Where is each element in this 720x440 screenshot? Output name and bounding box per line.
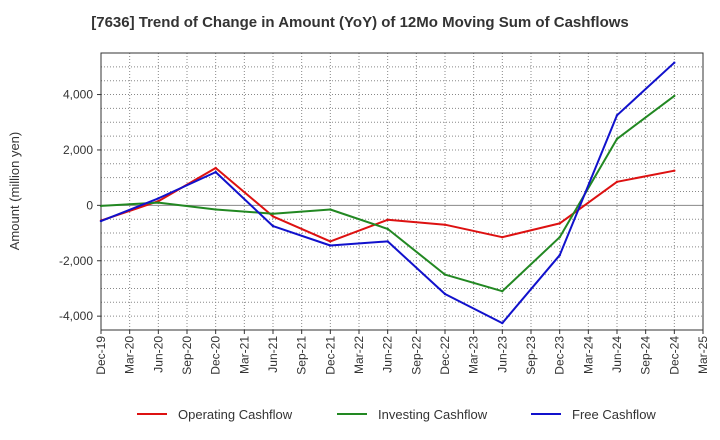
data-point-free-cashflow	[615, 114, 619, 117]
x-tick-label: Jun-20	[151, 336, 165, 373]
x-tick-label: Mar-21	[237, 336, 251, 374]
series-lines	[99, 61, 676, 325]
x-tick-label: Sep-23	[524, 336, 538, 375]
data-point-free-cashflow	[443, 292, 447, 296]
data-point-investing-cashflow	[157, 201, 160, 204]
legend-item-operating-cashflow: Operating Cashflow	[137, 407, 293, 422]
data-point-investing-cashflow	[329, 208, 332, 211]
chart-title: [7636] Trend of Change in Amount (YoY) o…	[91, 14, 629, 31]
x-tick-label: Mar-23	[467, 336, 481, 374]
x-tick-label: Dec-20	[209, 336, 223, 375]
data-point-operating-cashflow	[615, 180, 619, 183]
data-point-free-cashflow	[271, 224, 275, 228]
x-tick-label: Sep-24	[639, 336, 653, 375]
x-tick-label: Jun-21	[266, 336, 280, 373]
x-tick-label: Dec-22	[438, 336, 452, 375]
x-tick-label: Sep-22	[409, 336, 423, 375]
data-point-operating-cashflow	[386, 218, 389, 221]
data-point-free-cashflow	[386, 240, 389, 243]
data-point-operating-cashflow	[214, 166, 217, 170]
data-point-operating-cashflow	[558, 222, 561, 225]
data-point-free-cashflow	[501, 321, 504, 325]
data-point-free-cashflow	[157, 197, 160, 200]
data-point-free-cashflow	[673, 61, 676, 64]
data-point-free-cashflow	[99, 219, 103, 223]
data-point-operating-cashflow	[501, 236, 504, 239]
x-axis-ticks: Dec-19 Mar-20 Jun-20 Sep-20 Dec-20 Mar-21 Jun-…	[94, 330, 710, 375]
x-tick-label: Jun-23	[495, 336, 509, 373]
data-point-investing-cashflow	[615, 137, 619, 141]
data-point-operating-cashflow	[443, 223, 447, 226]
data-point-investing-cashflow	[271, 212, 275, 215]
y-tick-label: 4,000	[63, 88, 93, 102]
data-point-free-cashflow	[558, 254, 561, 257]
x-tick-label: Sep-21	[295, 336, 309, 375]
data-point-investing-cashflow	[214, 208, 217, 211]
y-tick-label: -4,000	[59, 309, 93, 323]
data-point-operating-cashflow	[271, 215, 275, 218]
x-tick-label: Dec-19	[94, 336, 108, 375]
data-point-free-cashflow	[214, 170, 217, 174]
x-tick-label: Mar-20	[123, 336, 137, 374]
x-tick-label: Dec-21	[323, 336, 337, 375]
y-tick-label: 2,000	[63, 143, 93, 157]
data-point-operating-cashflow	[673, 169, 676, 172]
data-point-investing-cashflow	[443, 273, 447, 276]
y-tick-label: -2,000	[59, 254, 93, 268]
x-tick-label: Mar-22	[352, 336, 366, 374]
grid-lines	[100, 52, 704, 331]
x-tick-label: Jun-22	[381, 336, 395, 373]
x-tick-label: Sep-20	[180, 336, 194, 375]
legend-item-free-cashflow: Free Cashflow	[531, 407, 656, 422]
legend-label-free-cashflow: Free Cashflow	[572, 407, 656, 422]
plot-area-frame	[100, 52, 704, 331]
x-tick-label: Dec-24	[667, 336, 681, 375]
data-point-investing-cashflow	[673, 94, 676, 98]
y-axis-title: Amount (million yen)	[7, 132, 22, 251]
y-tick-label: 0	[86, 198, 93, 212]
x-tick-label: Mar-25	[696, 336, 710, 374]
y-axis-ticks: -4,000 -2,000 0 2,000 4,000	[59, 88, 101, 323]
data-point-operating-cashflow	[329, 240, 332, 243]
legend-label-operating-cashflow: Operating Cashflow	[178, 407, 293, 422]
legend-item-investing-cashflow: Investing Cashflow	[337, 407, 488, 422]
data-point-investing-cashflow	[386, 227, 389, 231]
x-tick-label: Jun-24	[610, 336, 624, 373]
x-tick-label: Mar-24	[581, 336, 595, 374]
data-point-free-cashflow	[329, 244, 332, 247]
legend-label-investing-cashflow: Investing Cashflow	[378, 407, 488, 422]
x-tick-label: Dec-23	[553, 336, 567, 375]
legend: Operating Cashflow Investing Cashflow Free…	[137, 407, 656, 422]
data-point-investing-cashflow	[501, 290, 504, 293]
data-point-investing-cashflow	[558, 236, 561, 239]
